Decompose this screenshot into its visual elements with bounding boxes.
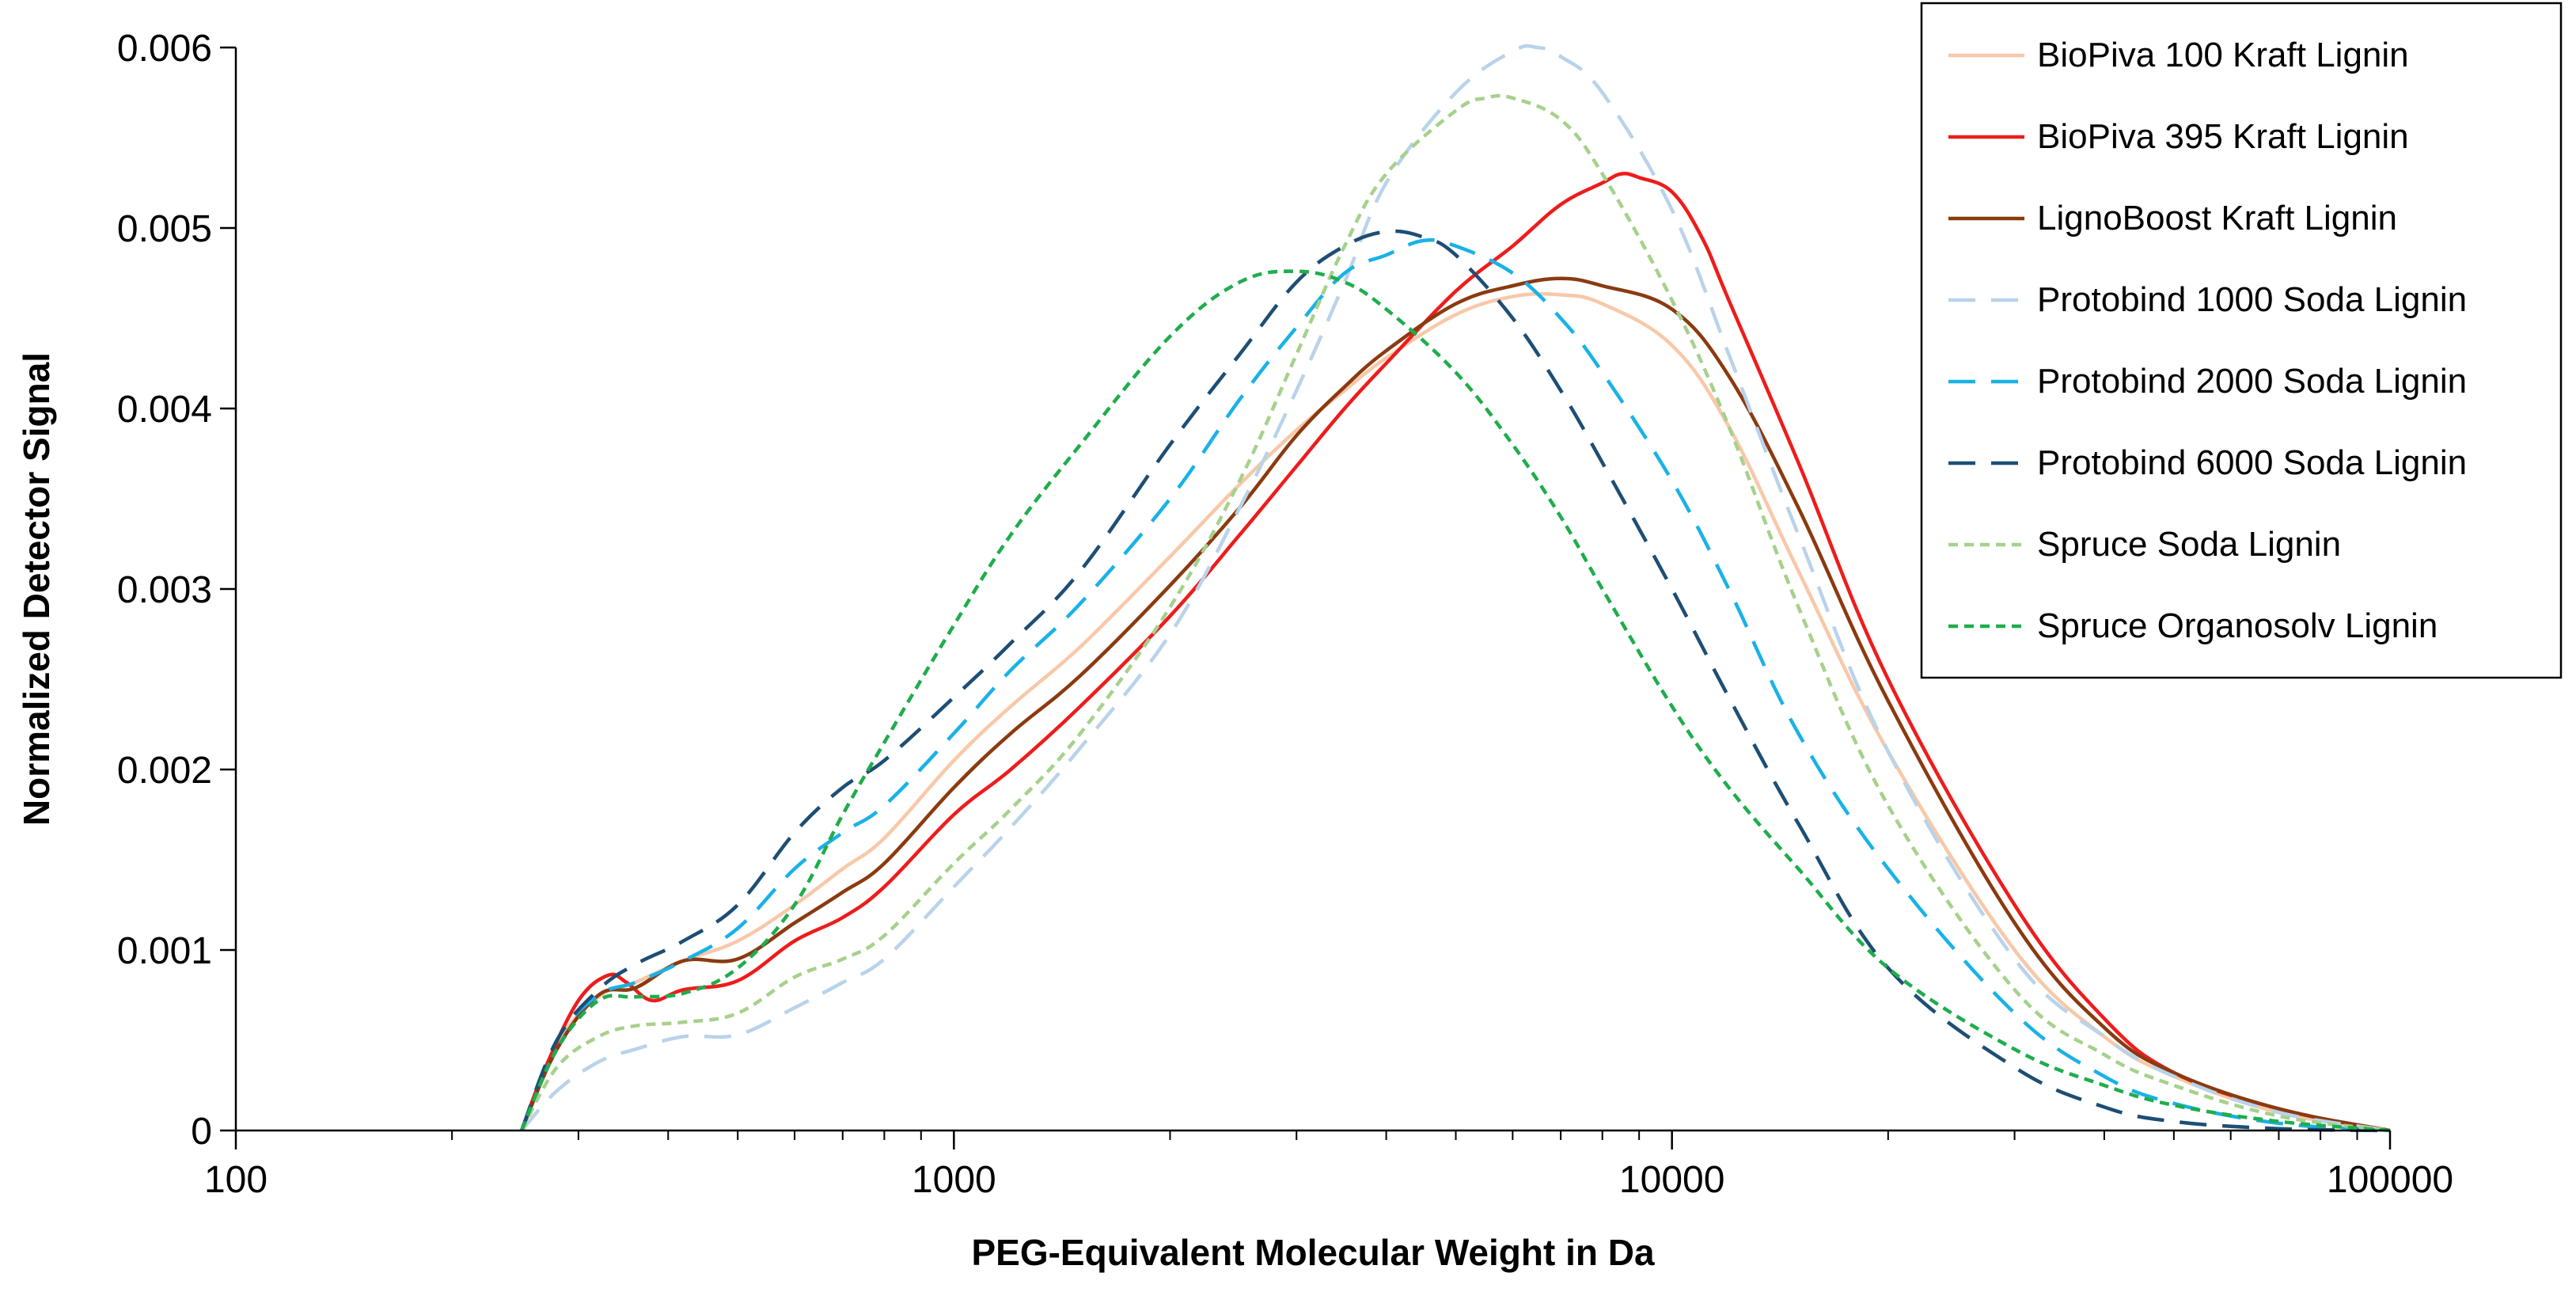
legend-label: BioPiva 395 Kraft Lignin (2037, 117, 2409, 156)
legend-label: Protobind 2000 Soda Lignin (2037, 362, 2467, 401)
x-axis-title: PEG-Equivalent Molecular Weight in Da (971, 1232, 1654, 1273)
legend-label: LignoBoost Kraft Lignin (2037, 199, 2397, 238)
series-line-protobind-1000-soda-lignin (520, 44, 2391, 1133)
y-axis-ticks: 0 0.001 0.002 0.003 0.004 0.005 0.006 (117, 28, 236, 1153)
series-line-biopiva-395-kraft-lignin (519, 171, 2391, 1133)
series-layer (519, 44, 2391, 1133)
series-line-protobind-6000-soda-lignin (520, 229, 2391, 1133)
legend-label: Protobind 1000 Soda Lignin (2037, 280, 2467, 319)
legend-label: Protobind 6000 Soda Lignin (2037, 443, 2467, 482)
series-line-protobind-2000-soda-lignin (520, 238, 2391, 1133)
y-axis-title: Normalized Detector Signal (16, 352, 57, 826)
y-tick-label: 0.003 (117, 569, 212, 611)
legend: BioPiva 100 Kraft Lignin BioPiva 395 Kraf… (1920, 2, 2563, 679)
y-tick-label: 0.004 (117, 389, 212, 431)
y-tick-label: 0 (191, 1111, 212, 1153)
y-tick-label: 0.002 (117, 750, 212, 792)
series-line-spruce-soda-lignin (520, 93, 2391, 1133)
x-tick-label: 10000 (1619, 1159, 1724, 1201)
series-line-spruce-organosolv-lignin (520, 269, 2391, 1133)
x-tick-label: 1000 (912, 1159, 996, 1201)
y-tick-label: 0.005 (117, 208, 212, 250)
legend-label: Spruce Soda Lignin (2037, 525, 2341, 564)
series-line-biopiva-100-kraft-lignin (520, 291, 2391, 1133)
x-tick-label: 100000 (2327, 1159, 2453, 1201)
legend-label: BioPiva 100 Kraft Lignin (2037, 36, 2409, 74)
y-tick-label: 0.001 (117, 930, 212, 972)
x-tick-label: 100 (204, 1159, 267, 1201)
legend-label: Spruce Organosolv Lignin (2037, 606, 2438, 645)
y-tick-label: 0.006 (117, 28, 212, 70)
legend-box (1920, 2, 2563, 679)
x-axis-ticks: 100 1000 10000 100000 (204, 1130, 2453, 1201)
